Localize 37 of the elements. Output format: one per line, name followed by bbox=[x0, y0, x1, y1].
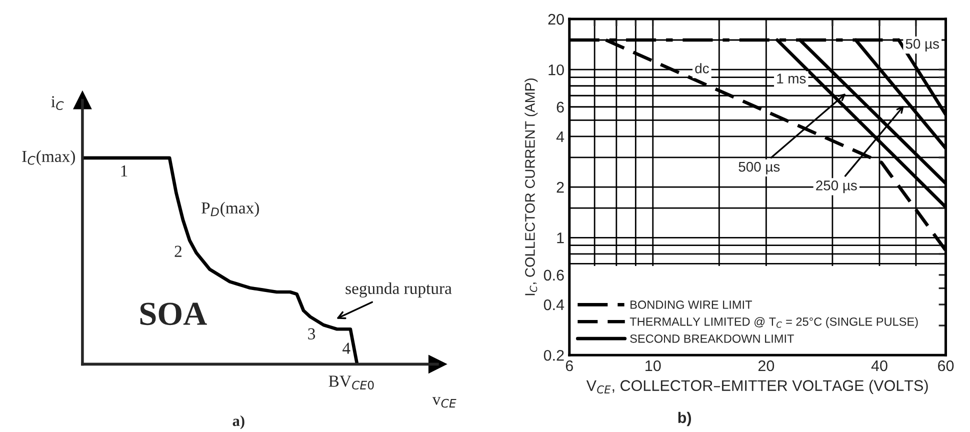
y-tick-label: 0.4 bbox=[544, 299, 564, 310]
text: BV$_{CE0}$ bbox=[328, 376, 374, 390]
y-tick-label: 0.2 bbox=[544, 350, 564, 361]
annotation: 50 µs bbox=[906, 38, 939, 52]
y-tick-label: 1 bbox=[557, 232, 564, 244]
x-axis-title: V$_{CE}$, COLLECTOR–EMITTER VOLTAGE (VOLTS) bbox=[586, 380, 928, 394]
annotation: 4 bbox=[342, 342, 350, 354]
y-tick-label: 20 bbox=[548, 14, 564, 25]
x-tick-label: 6 bbox=[566, 360, 573, 372]
annotation: 1 bbox=[121, 165, 128, 176]
y-tick-label: 6 bbox=[556, 102, 564, 113]
annotation: P$_{D}$(max) bbox=[201, 202, 259, 217]
legend-label: BONDING WIRE LIMIT bbox=[630, 300, 752, 309]
annotation: dc bbox=[695, 63, 709, 74]
x-tick-label: 40 bbox=[871, 360, 888, 372]
y-tick-label: 4 bbox=[556, 131, 564, 142]
annotation: SOA bbox=[140, 302, 207, 326]
legend-label: SECOND BREAKDOWN LIMIT bbox=[630, 334, 794, 343]
y-tick-label: 10 bbox=[548, 64, 564, 76]
x-tick-label: 20 bbox=[758, 360, 774, 372]
y-tick-label: 0.6 bbox=[544, 270, 564, 281]
annotation: 2 bbox=[174, 246, 182, 257]
y-axis-title: i$_{C}$ bbox=[51, 96, 64, 110]
y-axis-title: I$_{C}$, COLLECTOR CURRENT (AMP) bbox=[524, 78, 538, 296]
legend-label: THERMALLY LIMITED @ T$_{C}$ = 25°C (SINGLE PULSE) bbox=[630, 317, 918, 328]
annotation: 500 µs bbox=[738, 162, 780, 174]
annotation: 1 ms bbox=[777, 74, 806, 84]
x-tick-label: 10 bbox=[646, 360, 661, 372]
x-axis-title: v$_{CE}$ bbox=[432, 397, 456, 408]
y-tick-label: 2 bbox=[556, 182, 564, 193]
annotation: 3 bbox=[308, 328, 316, 340]
x-tick-label: 60 bbox=[938, 360, 954, 372]
annotation: segunda ruptura bbox=[346, 282, 452, 298]
text: a) bbox=[232, 415, 244, 430]
text: b) bbox=[678, 412, 692, 426]
annotation: 250 µs bbox=[816, 180, 857, 194]
text: I$_{C}$(max) bbox=[22, 150, 75, 166]
